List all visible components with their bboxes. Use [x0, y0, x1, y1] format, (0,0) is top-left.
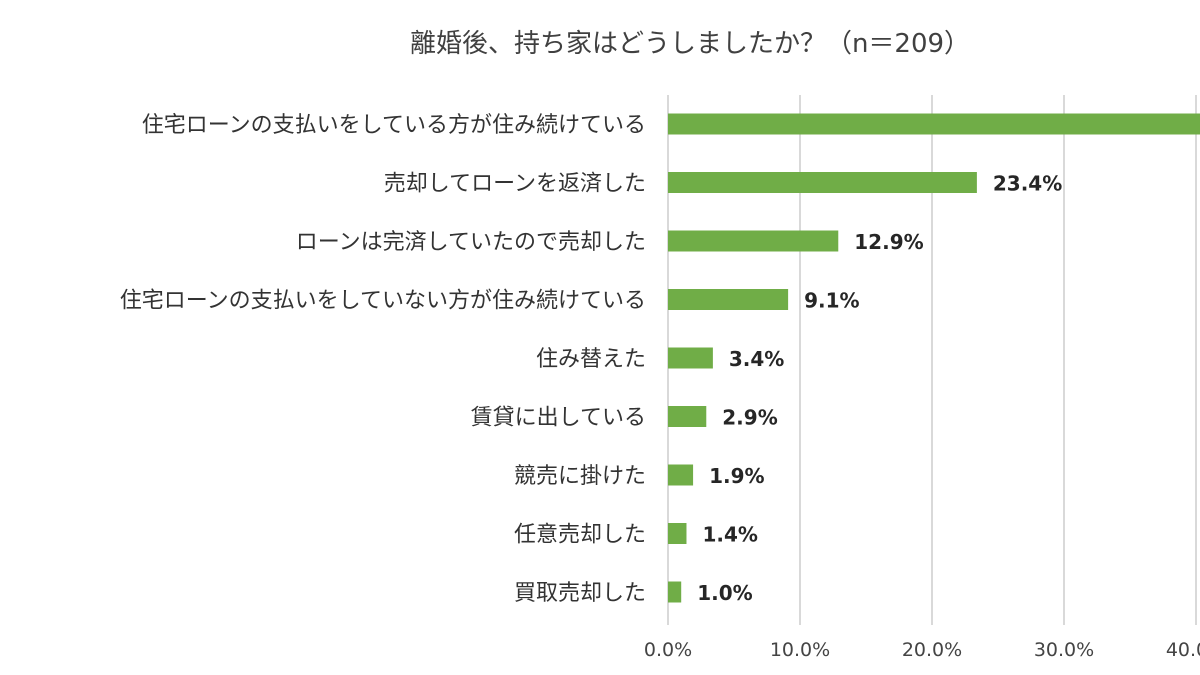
bars: [668, 113, 1200, 603]
x-tick-label: 10.0%: [770, 639, 830, 661]
x-tick-label: 0.0%: [644, 639, 692, 661]
category-label: 競売に掛けた: [514, 464, 646, 489]
value-label: 2.9%: [722, 406, 777, 430]
value-label: 1.9%: [709, 464, 764, 488]
value-label: 1.4%: [702, 523, 757, 547]
category-label: 任意売却した: [514, 523, 646, 548]
category-label: 住宅ローンの支払いをしている方が住み続けている: [142, 113, 646, 138]
bar: [668, 523, 687, 544]
value-label: 23.4%: [993, 172, 1062, 196]
x-tick-label: 30.0%: [1034, 639, 1094, 661]
bar: [668, 113, 1200, 135]
category-label: 住み替えた: [536, 347, 646, 372]
category-label: 売却してローンを返済した: [384, 172, 646, 197]
x-tick-label: 40.0%: [1166, 639, 1200, 661]
category-labels: 住宅ローンの支払いをしている方が住み続けている売却してローンを返済したローンは完…: [120, 113, 646, 606]
value-labels: 23.4% 12.9% 9.1% 3.4% 2.9% 1.9% 1.4% 1.0%: [697, 172, 1062, 606]
bar: [668, 289, 789, 310]
bar: [668, 230, 839, 252]
bar: [668, 581, 682, 603]
bar: [668, 464, 694, 486]
category-label: 賃貸に出している: [471, 406, 646, 431]
x-axis-ticks: 0.0% 10.0% 20.0% 30.0% 40.0%: [644, 639, 1200, 661]
chart-title: 離婚後、持ち家はどうしましたか？（n＝209）: [410, 29, 970, 59]
category-label: ローンは完済していたので売却した: [296, 230, 646, 255]
bar: [668, 347, 713, 369]
bar: [668, 406, 707, 427]
category-label: 住宅ローンの支払いをしていない方が住み続けている: [120, 289, 646, 314]
category-label: 買取売却した: [514, 581, 646, 606]
value-label: 12.9%: [854, 230, 923, 254]
value-label: 9.1%: [804, 289, 859, 313]
value-label: 3.4%: [729, 347, 784, 371]
x-tick-label: 20.0%: [902, 639, 962, 661]
value-label: 1.0%: [697, 581, 752, 605]
bar: [668, 172, 977, 193]
